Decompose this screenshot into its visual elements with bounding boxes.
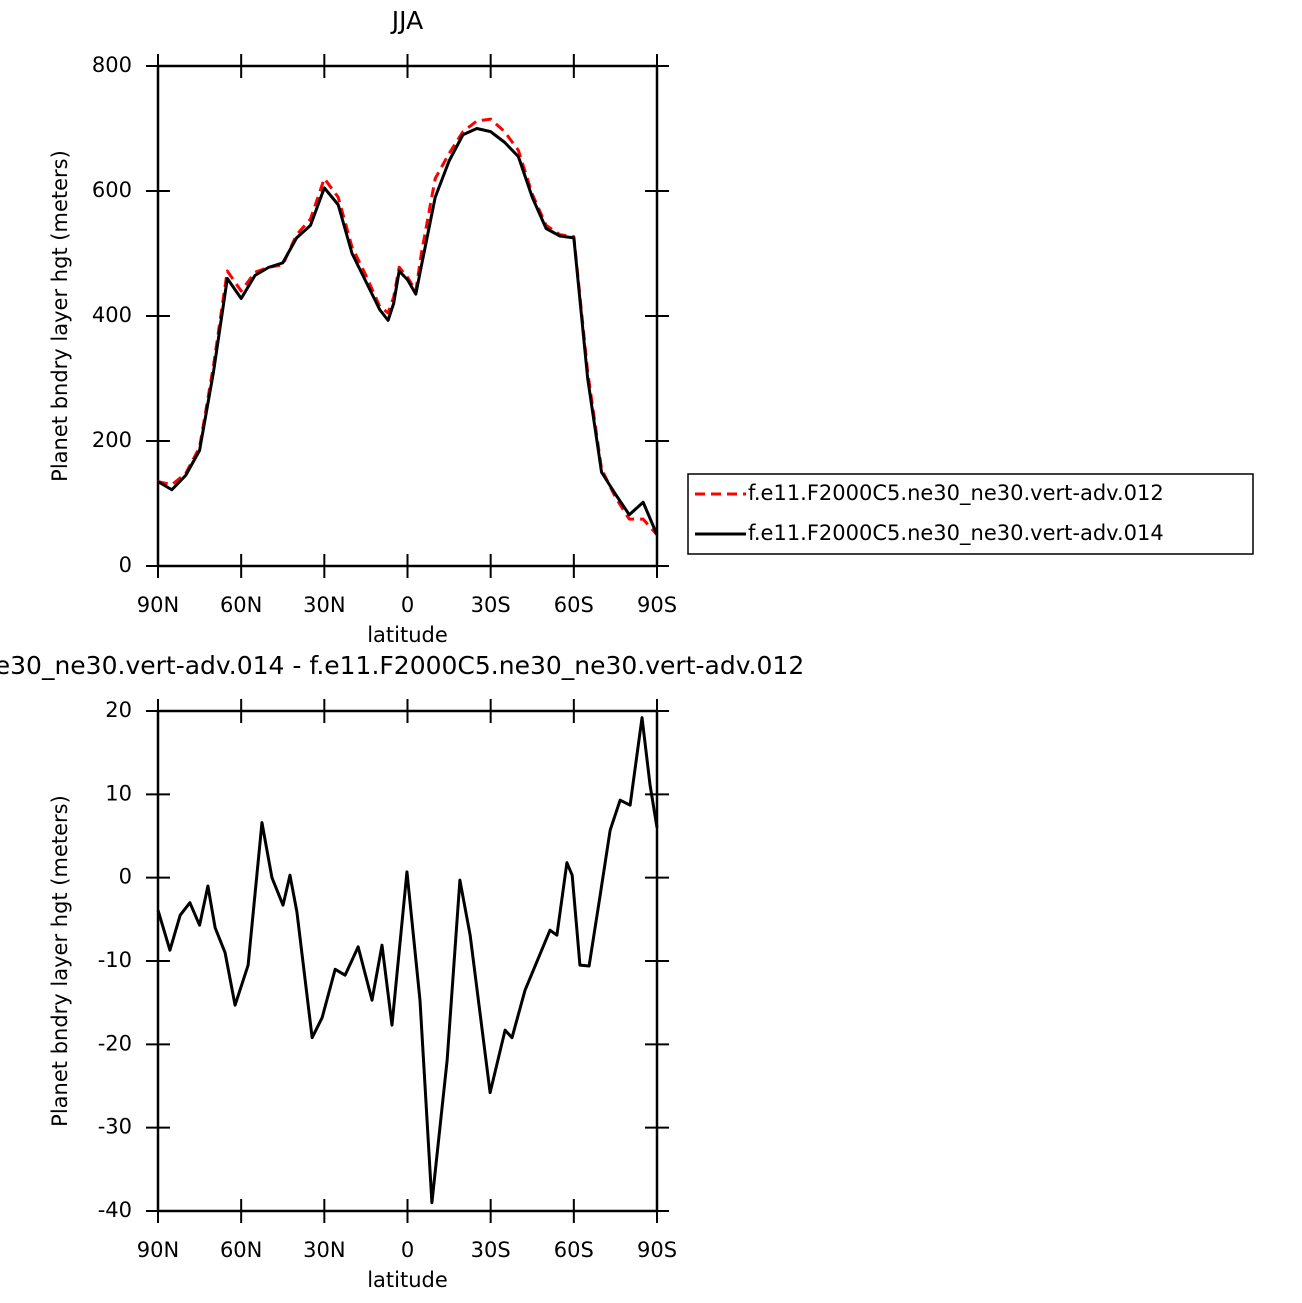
legend-label: f.e11.F2000C5.ne30_ne30.vert-adv.014 (748, 521, 1164, 546)
y-tick-label: -10 (98, 948, 132, 972)
y-tick-label: 20 (105, 698, 132, 722)
y-tick-label: 400 (92, 303, 132, 327)
y-tick-label: 200 (92, 428, 132, 452)
y-tick-label: -20 (98, 1031, 132, 1055)
legend-label: f.e11.F2000C5.ne30_ne30.vert-adv.012 (748, 481, 1164, 506)
x-tick-label: 90S (637, 593, 677, 617)
x-tick-label: 90N (137, 593, 179, 617)
data-line (157, 127, 659, 536)
y-tick-label: -40 (98, 1198, 132, 1222)
x-tick-label: 30N (303, 593, 345, 617)
x-tick-label: 30N (303, 1238, 345, 1262)
x-tick-label: 90S (637, 1238, 677, 1262)
x-tick-label: 30S (471, 1238, 511, 1262)
chart-title: e30_ne30.vert-adv.014 - f.e11.F2000C5.ne… (0, 651, 804, 680)
x-axis-label: latitude (367, 623, 448, 647)
legend-box (687, 473, 1254, 555)
y-tick-label: 0 (119, 553, 132, 577)
y-axis-label: Planet bndry layer hgt (meters) (48, 795, 72, 1127)
x-tick-label: 0 (401, 593, 414, 617)
y-tick-label: 800 (92, 53, 132, 77)
x-tick-label: 60N (220, 1238, 262, 1262)
y-axis-label: Planet bndry layer hgt (meters) (48, 150, 72, 482)
y-tick-label: -30 (98, 1115, 132, 1139)
x-tick-label: 60S (554, 1238, 594, 1262)
x-tick-label: 90N (137, 1238, 179, 1262)
chart-title: JJA (390, 6, 423, 35)
y-tick-label: 10 (105, 781, 132, 805)
x-axis-label: latitude (367, 1268, 448, 1292)
y-tick-label: 0 (119, 865, 132, 889)
data-line (157, 117, 659, 536)
data-line (156, 716, 659, 1205)
x-tick-label: 60S (554, 593, 594, 617)
x-tick-label: 60N (220, 593, 262, 617)
x-tick-label: 0 (401, 1238, 414, 1262)
y-tick-label: 600 (92, 178, 132, 202)
x-tick-label: 30S (471, 593, 511, 617)
